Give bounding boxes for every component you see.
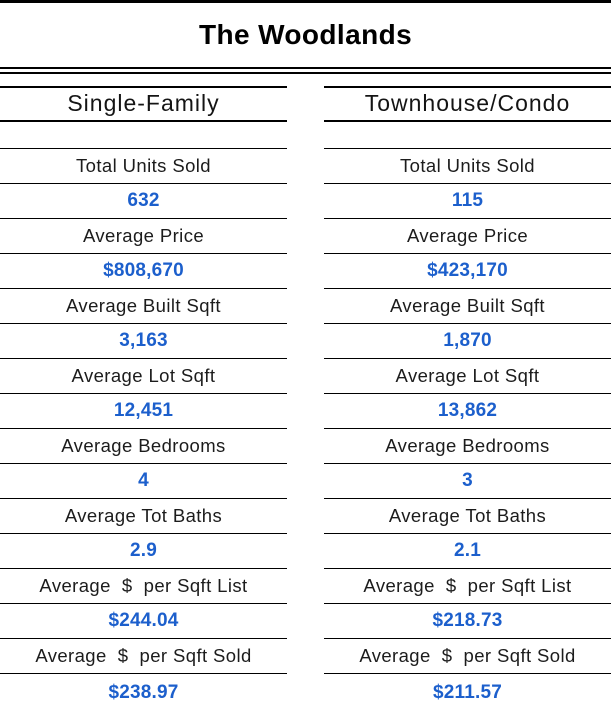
- stat-label: Average Tot Baths: [324, 499, 611, 534]
- stat-value: 115: [324, 184, 611, 219]
- stat-rows: Total Units Sold 632 Average Price $808,670…: [0, 147, 287, 712]
- stat-value: $211.57: [432, 681, 503, 703]
- stat-label: Average Lot Sqft: [0, 359, 287, 394]
- stat-label: Average $ per Sqft List: [324, 569, 611, 604]
- stat-label: Average $ per Sqft Sold: [0, 639, 287, 674]
- column-header: Single-Family: [0, 85, 287, 122]
- stat-rows: Total Units Sold 115 Average Price $423,170…: [324, 147, 611, 712]
- stat-value: $238.97: [108, 681, 179, 703]
- stat-value: 2.1: [324, 534, 611, 569]
- stat-label: Average Lot Sqft: [324, 359, 611, 394]
- stat-value: 12,451: [0, 394, 287, 429]
- column-townhouse-condo: Townhouse/Condo Total Units Sold 115 Avera…: [324, 85, 611, 712]
- header-gap: [0, 122, 287, 148]
- stat-value: 4: [0, 464, 287, 499]
- stat-label: Average Bedrooms: [324, 429, 611, 464]
- stat-value: $218.73: [324, 604, 611, 639]
- stat-label: Average Price: [324, 219, 611, 254]
- stat-value: $808,670: [0, 254, 287, 289]
- stat-value: 1,870: [324, 324, 611, 359]
- stat-label: Average $ per Sqft Sold: [324, 639, 611, 674]
- stat-value: 13,862: [324, 394, 611, 429]
- stat-label: Average Built Sqft: [324, 289, 611, 324]
- stat-value: 3,163: [0, 324, 287, 359]
- stat-label: Average Tot Baths: [0, 499, 287, 534]
- stat-label: Total Units Sold: [0, 149, 287, 184]
- title-double-rule: [0, 66, 611, 74]
- stat-label: Average Built Sqft: [0, 289, 287, 324]
- column-header: Townhouse/Condo: [324, 85, 611, 122]
- stat-label: Average Price: [0, 219, 287, 254]
- column-single-family: Single-Family Total Units Sold 632 Average…: [0, 85, 287, 712]
- stat-value: 632: [0, 184, 287, 219]
- stat-value: 3: [324, 464, 611, 499]
- stat-value: 2.9: [0, 534, 287, 569]
- columns-container: Single-Family Total Units Sold 632 Average…: [0, 85, 611, 712]
- top-border-rule: [0, 0, 611, 3]
- stat-label: Average Bedrooms: [0, 429, 287, 464]
- stat-value: $244.04: [0, 604, 287, 639]
- stat-value: $423,170: [324, 254, 611, 289]
- header-gap: [324, 122, 611, 148]
- stat-label: Total Units Sold: [324, 149, 611, 184]
- stat-label: Average $ per Sqft List: [0, 569, 287, 604]
- report-title: The Woodlands: [198, 18, 413, 50]
